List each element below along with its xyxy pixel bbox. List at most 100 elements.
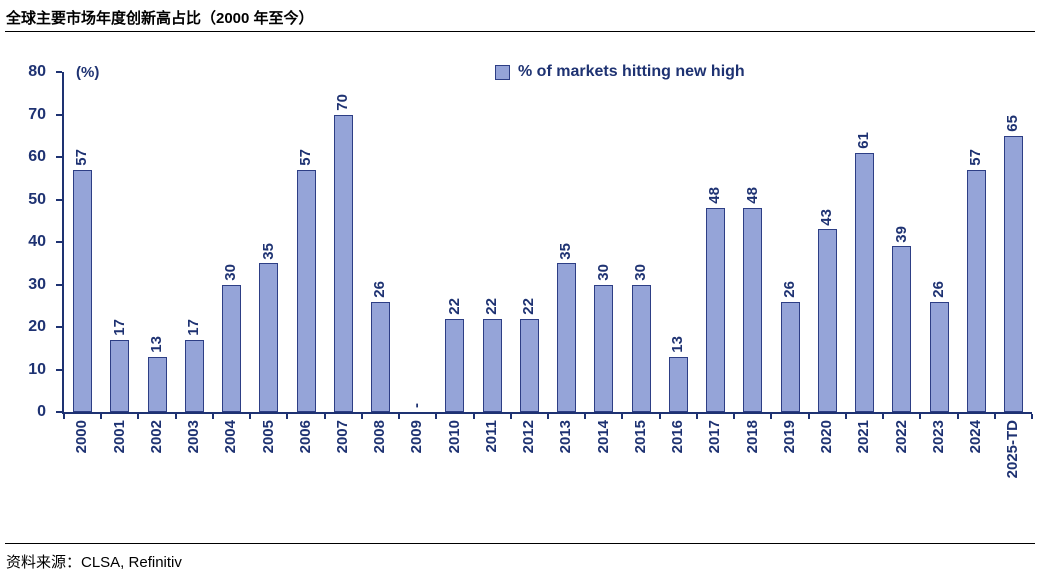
bar-2022 [892, 246, 912, 412]
bar-2018 [743, 208, 763, 412]
y-axis-tick-label: 10 [28, 360, 46, 378]
bar-value-label: 17 [110, 319, 128, 336]
y-axis-tick-label: 20 [28, 318, 46, 335]
bar-slot: 26 [362, 72, 399, 412]
y-axis-tick-label: 50 [28, 190, 46, 208]
source-note: 资料来源：CLSA, Refinitiv [6, 554, 182, 571]
bar-2000 [73, 169, 93, 412]
plot-bars: 57 17 13 17 30 35 57 70 26 - 22 22 22 35 30 30 13 48 48 26 4… [64, 72, 1032, 412]
bar-2011 [482, 318, 502, 412]
x-axis-tick-mark [137, 414, 140, 419]
bar-slot: 22 [436, 72, 473, 412]
y-axis-tick-label: 80 [28, 63, 46, 80]
bar-slot: 26 [920, 72, 957, 412]
x-label-cell: 2002 [138, 420, 175, 453]
y-axis-tick-mark [56, 411, 62, 413]
x-axis-tick-mark [770, 414, 773, 419]
bar-2024 [966, 169, 986, 412]
x-label-cell: 2011 [474, 420, 511, 453]
x-axis-tick-mark [807, 414, 810, 419]
x-axis-tick-mark [509, 414, 512, 419]
top-divider [5, 31, 1035, 32]
bar-value-label: 43 [818, 208, 836, 226]
x-label-cell: 2023 [920, 420, 957, 453]
bar-slot: 57 [287, 72, 324, 412]
x-axis-label: 2008 [371, 420, 389, 454]
bar-value-label: 57 [966, 149, 984, 166]
x-label-cell: 2017 [697, 420, 734, 453]
x-label-cell: 2015 [623, 420, 660, 453]
bar-slot: 65 [995, 72, 1032, 412]
bar-2016 [668, 356, 688, 412]
x-axis-tick-mark [211, 414, 214, 419]
x-axis-label: 2021 [855, 420, 873, 454]
bar-value-label: 48 [743, 187, 761, 204]
bar-2008 [370, 301, 390, 412]
bar-slot: 22 [474, 72, 511, 412]
x-axis-label: 2006 [296, 420, 314, 454]
bar-value-label: 26 [780, 280, 798, 298]
x-axis-tick-mark [547, 414, 549, 419]
x-axis-tick-mark [658, 414, 661, 419]
bar-2002 [147, 356, 167, 412]
bar-value-label: 22 [520, 297, 538, 315]
bar-slot: 30 [623, 72, 660, 412]
bar-value-label: 26 [929, 280, 947, 298]
y-axis-tick-label: 40 [28, 233, 46, 250]
bar-2004 [222, 284, 242, 412]
bar-2020 [817, 229, 837, 412]
bar-slot: 35 [250, 72, 287, 412]
x-axis-label: 2017 [706, 420, 724, 454]
x-label-cell: 2001 [101, 420, 138, 453]
x-axis-tick-mark [435, 414, 438, 419]
bar-2021 [855, 152, 875, 412]
bar-2012 [519, 318, 539, 412]
bar-slot: 30 [213, 72, 250, 412]
x-label-cell: 2008 [362, 420, 399, 453]
bar-value-label: 57 [296, 149, 314, 166]
x-axis-label: 2014 [594, 420, 612, 454]
bar-value-label: 35 [557, 242, 575, 260]
bar-value-label: 26 [371, 280, 389, 298]
y-axis-tick-mark [56, 241, 62, 243]
x-axis-tick-mark [844, 414, 847, 419]
y-axis-tick-label: 60 [28, 148, 46, 165]
x-axis-tick-mark [621, 414, 624, 419]
bar-slot: 22 [511, 72, 548, 412]
bar-2005 [259, 263, 279, 412]
bar-slot: 43 [809, 72, 846, 412]
bar-value-label: 39 [892, 225, 910, 243]
bar-2014 [594, 284, 614, 412]
y-unit-label: (%) [76, 64, 100, 81]
bar-slot: 48 [697, 72, 734, 412]
bar-value-label: 17 [185, 319, 203, 336]
bar-value-label: 65 [1004, 115, 1022, 132]
x-axis-label: 2001 [110, 420, 128, 454]
bar-value-label: 22 [482, 297, 500, 315]
bar-slot: 26 [771, 72, 808, 412]
x-axis-label: 2015 [631, 420, 649, 454]
x-axis-tick-mark [174, 414, 177, 419]
x-axis-tick-mark [472, 414, 475, 419]
bar-value-label: 30 [594, 263, 612, 281]
x-label-cell: 2013 [548, 420, 585, 453]
x-label-cell: 2005 [250, 420, 287, 453]
x-axis-label: 2005 [259, 420, 277, 454]
x-label-cell: 2019 [771, 420, 808, 453]
bar-slot: 61 [846, 72, 883, 412]
x-axis-tick-mark [398, 414, 401, 419]
bar-slot: 13 [660, 72, 697, 412]
bar-2023 [929, 301, 949, 412]
bar-value-label: 48 [706, 187, 724, 204]
x-axis-tick-mark [286, 414, 289, 419]
bar-2019 [780, 301, 800, 412]
bar-2006 [296, 169, 316, 412]
x-axis-label: 2020 [818, 420, 836, 454]
x-label-cell: 2018 [734, 420, 771, 453]
bar-slot: 35 [548, 72, 585, 412]
chart-title: 全球主要市场年度创新高占比（2000 年至今） [6, 10, 314, 27]
bar-slot: 57 [64, 72, 101, 412]
y-axis-tick-label: 0 [37, 403, 46, 420]
bar-slot: 39 [883, 72, 920, 412]
